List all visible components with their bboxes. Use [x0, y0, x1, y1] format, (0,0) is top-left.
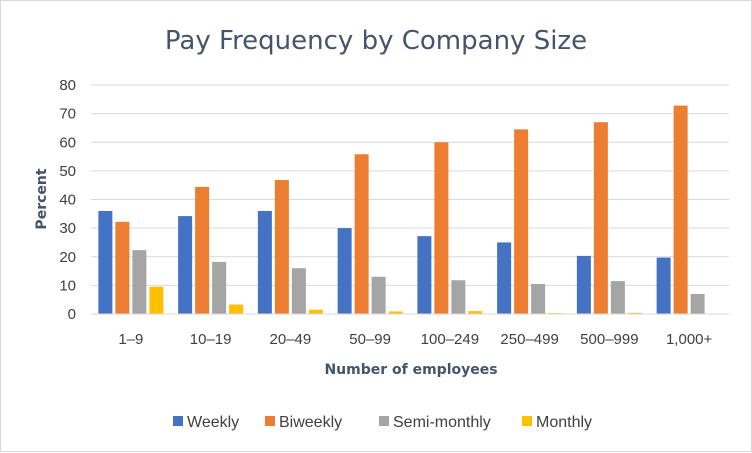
bar-semi-monthly	[690, 293, 705, 314]
bar-weekly	[417, 236, 432, 314]
legend-swatch	[522, 416, 532, 426]
legend-swatch	[265, 416, 275, 426]
bar-biweekly	[514, 129, 529, 314]
bar-weekly	[497, 242, 512, 314]
y-tick-label: 50	[59, 163, 76, 180]
bar-semi-monthly	[610, 281, 625, 314]
bar-semi-monthly	[451, 280, 466, 314]
bar-biweekly	[274, 180, 289, 314]
y-axis-tick-labels: 0 10 20 30 40 50 60 70 80	[59, 77, 76, 323]
bar-monthly	[468, 311, 483, 314]
bar-monthly	[627, 312, 642, 314]
x-axis-tick-labels: 1–9 10–19 20–49 50–99 100–249 250–499 500–999 1…	[118, 331, 712, 348]
legend-label: Biweekly	[279, 414, 342, 431]
bar-semi-monthly	[371, 276, 386, 314]
bar-weekly	[178, 216, 193, 314]
legend-swatch	[173, 416, 183, 426]
bar-biweekly	[673, 105, 688, 314]
x-tick-label: 1–9	[118, 331, 143, 348]
bar-biweekly	[434, 142, 449, 314]
bar-semi-monthly	[212, 261, 227, 314]
y-tick-label: 10	[59, 277, 76, 294]
bar-semi-monthly	[132, 250, 147, 314]
y-axis-title: Percent	[34, 168, 50, 229]
legend-label: Monthly	[536, 414, 592, 431]
bar-weekly	[337, 228, 352, 314]
x-axis-title: Number of employees	[324, 362, 497, 378]
y-tick-label: 70	[59, 106, 76, 123]
legend: Weekly Biweekly Semi-monthly Monthly	[173, 414, 592, 431]
bar-biweekly	[354, 154, 369, 314]
legend-swatch	[379, 416, 389, 426]
bar-weekly	[257, 210, 272, 314]
legend-item-semi-monthly: Semi-monthly	[379, 414, 491, 431]
x-tick-label: 250–499	[500, 331, 558, 348]
x-tick-label: 100–249	[421, 331, 479, 348]
bars	[98, 105, 705, 315]
x-tick-label: 10–19	[190, 331, 232, 348]
x-tick-label: 1,000+	[666, 331, 713, 348]
legend-item-biweekly: Biweekly	[265, 414, 342, 431]
y-tick-label: 0	[68, 306, 76, 323]
legend-label: Weekly	[187, 414, 239, 431]
y-tick-label: 20	[59, 249, 76, 266]
bar-weekly	[98, 210, 113, 314]
bar-weekly	[656, 257, 671, 314]
bar-biweekly	[115, 221, 130, 314]
bar-monthly	[149, 286, 164, 314]
bar-semi-monthly	[291, 268, 306, 314]
legend-item-weekly: Weekly	[173, 414, 239, 431]
legend-item-monthly: Monthly	[522, 414, 592, 431]
x-tick-label: 50–99	[349, 331, 391, 348]
bar-weekly	[576, 255, 591, 314]
y-tick-label: 80	[59, 77, 76, 94]
y-tick-label: 30	[59, 220, 76, 237]
bar-monthly	[229, 304, 244, 314]
bar-monthly	[308, 309, 323, 314]
x-tick-label: 20–49	[270, 331, 312, 348]
bar-biweekly	[195, 186, 210, 314]
x-tick-label: 500–999	[580, 331, 638, 348]
y-tick-label: 60	[59, 134, 76, 151]
legend-label: Semi-monthly	[393, 414, 491, 431]
bar-semi-monthly	[531, 283, 546, 314]
bar-biweekly	[593, 122, 608, 315]
chart-title: Pay Frequency by Company Size	[165, 26, 587, 56]
bar-monthly	[388, 311, 403, 314]
y-tick-label: 40	[59, 192, 76, 209]
